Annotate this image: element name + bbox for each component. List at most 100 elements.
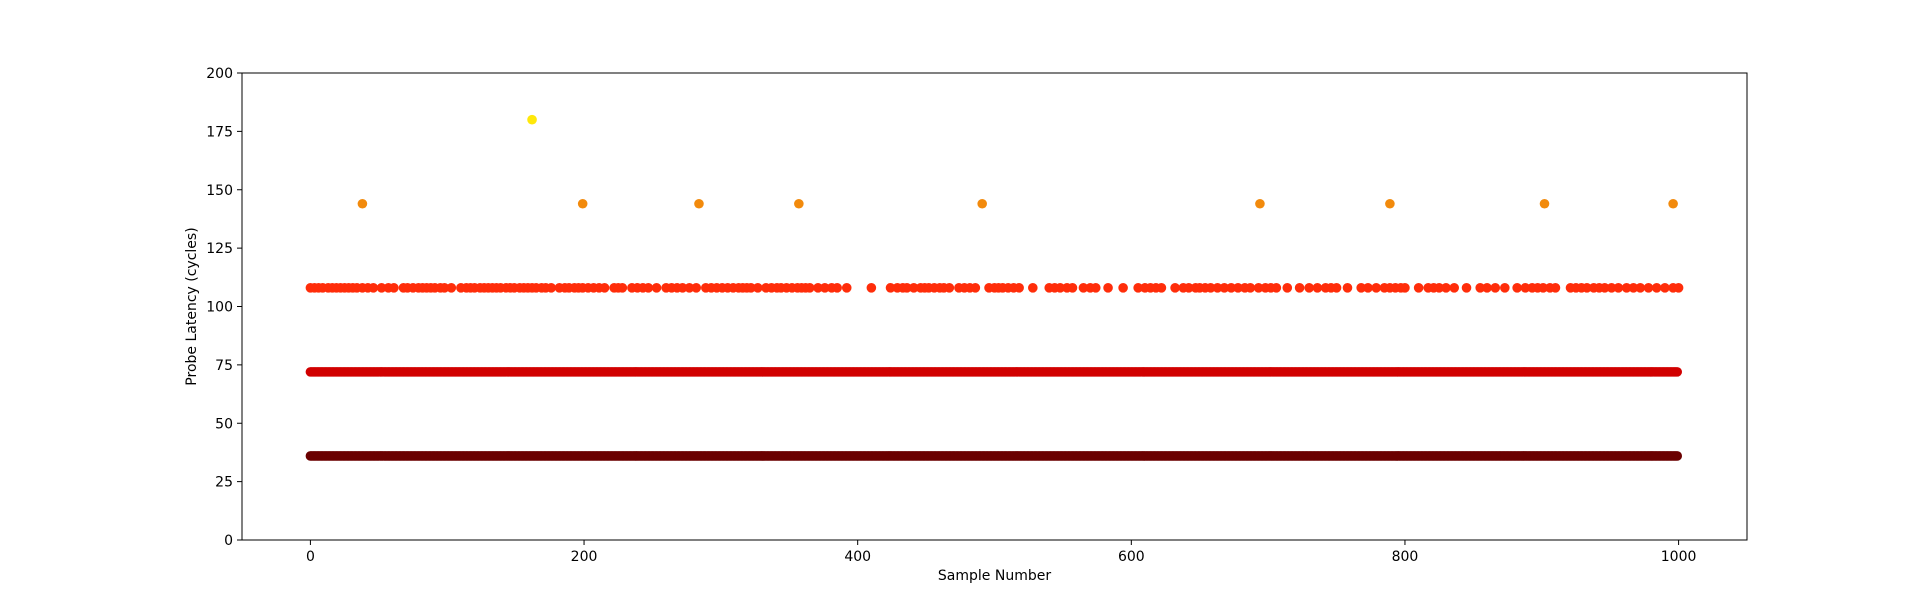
data-point (746, 283, 756, 293)
data-point (813, 283, 823, 293)
data-point (1475, 283, 1485, 293)
data-point (1538, 283, 1548, 293)
data-point (841, 283, 852, 293)
data-point (1255, 198, 1265, 209)
data-point (1356, 283, 1366, 293)
data-point (1635, 283, 1646, 293)
x-axis: 0 200 400 600 800 1000 (306, 540, 1696, 565)
x-tick-label: 600 (1118, 549, 1145, 565)
data-point (902, 283, 912, 293)
data-point (1643, 283, 1654, 293)
data-point (577, 198, 588, 209)
data-point (617, 283, 628, 293)
data-point (1512, 283, 1522, 293)
data-point (1090, 283, 1101, 293)
y-tick-label: 100 (206, 300, 233, 316)
data-point (1118, 283, 1128, 293)
data-point (1613, 283, 1624, 293)
data-point (1672, 367, 1683, 377)
data-point (832, 283, 842, 293)
data-point (885, 283, 896, 293)
data-point (599, 283, 610, 293)
data-point (944, 283, 955, 293)
y-tick-label: 0 (224, 533, 233, 549)
data-point (1014, 283, 1024, 293)
data-point (357, 198, 368, 209)
data-point (1482, 283, 1492, 293)
data-point (1271, 283, 1282, 293)
data-point (908, 283, 919, 293)
data-point (1331, 283, 1342, 293)
data-point (1055, 283, 1065, 293)
data-point (1668, 198, 1678, 209)
data-point (1582, 283, 1592, 293)
data-point (753, 283, 763, 293)
y-tick-label: 25 (215, 475, 233, 491)
data-point (1413, 283, 1424, 293)
data-point (1304, 283, 1314, 293)
data-point (1434, 283, 1444, 293)
y-tick-label: 175 (206, 124, 233, 140)
data-point (1400, 283, 1410, 293)
data-point (1219, 283, 1230, 293)
data-point (1461, 283, 1472, 293)
data-point (684, 283, 695, 293)
x-tick-label: 800 (1392, 549, 1419, 565)
data-point (1253, 283, 1264, 293)
data-point (977, 198, 987, 209)
data-point (1599, 283, 1610, 293)
data-point (1233, 283, 1243, 293)
data-point (1672, 451, 1683, 461)
data-point (1133, 283, 1143, 293)
data-point (1550, 283, 1561, 293)
data-point (1660, 283, 1670, 293)
data-point (1621, 283, 1632, 293)
data-point (1363, 283, 1373, 293)
data-point (1170, 283, 1180, 293)
data-point (820, 283, 830, 293)
y-tick-label: 200 (206, 66, 233, 82)
data-point (376, 283, 387, 293)
data-point (1245, 283, 1256, 293)
data-point (1490, 283, 1501, 293)
data-point (1183, 283, 1194, 293)
data-point (970, 283, 981, 293)
data-point (368, 283, 379, 293)
data-point (1103, 283, 1113, 293)
data-point (677, 283, 688, 293)
data-point (1441, 283, 1451, 293)
data-point (1520, 283, 1531, 293)
data-point (694, 198, 704, 209)
data-point (866, 283, 877, 293)
data-point (1078, 283, 1089, 293)
data-point (794, 198, 804, 209)
x-axis-label: Sample Number (938, 568, 1051, 584)
data-point (1156, 283, 1167, 293)
data-point (643, 283, 654, 293)
data-point (1673, 283, 1684, 293)
data-point (439, 283, 450, 293)
data-point (389, 283, 399, 293)
data-point (1282, 283, 1293, 293)
x-tick-label: 400 (844, 549, 871, 565)
y-tick-label: 50 (215, 416, 233, 432)
data-point (1067, 283, 1078, 293)
x-tick-label: 200 (571, 549, 598, 565)
data-point (1294, 283, 1305, 293)
data-point (527, 114, 537, 125)
data-point (1500, 283, 1510, 293)
data-point (691, 283, 702, 293)
data-point (1606, 283, 1617, 293)
data-point (1628, 283, 1639, 293)
x-tick-label: 0 (306, 549, 315, 565)
data-point (1342, 283, 1353, 293)
data-point (1385, 198, 1395, 209)
plot-frame (241, 72, 1748, 541)
y-axis: 0 25 50 75 100 125 150 175 200 (206, 66, 242, 549)
x-tick-label: 1000 (1661, 549, 1697, 565)
data-point (1212, 283, 1223, 293)
data-point (1371, 283, 1382, 293)
data-point (1539, 198, 1550, 209)
data-point (805, 283, 815, 293)
